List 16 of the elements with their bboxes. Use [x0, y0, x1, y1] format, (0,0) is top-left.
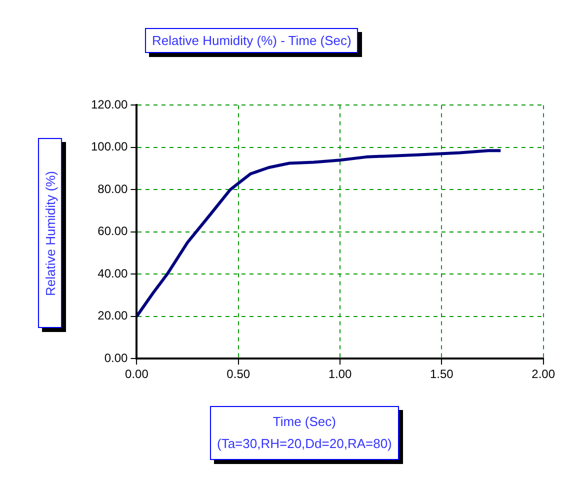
y-axis-title: Relative Humidity (%)	[42, 170, 58, 296]
x-tick-label: 0.50	[226, 367, 250, 382]
y-tick-label: 80.00	[98, 182, 128, 196]
x-tick-label: 2.00	[532, 367, 556, 382]
y-tick-label: 100.00	[91, 140, 128, 154]
x-tick-label: 1.50	[430, 367, 454, 382]
x-tick-label: 1.00	[328, 367, 352, 382]
y-tick-label: 40.00	[98, 266, 128, 280]
text: (Ta=30,RH=20,Dd=20,RA=80)	[217, 435, 392, 453]
chart-title: Relative Humidity (%) - Time (Sec)	[145, 28, 358, 53]
y-tick-label: 60.00	[98, 224, 128, 238]
y-tick-label: 120.00	[91, 98, 128, 112]
y-tick-label: 20.00	[98, 308, 128, 323]
y-tick-label: 0.00	[104, 350, 128, 365]
x-axis-title: Time (Sec)	[272, 413, 337, 431]
x-tick-label: 0.00	[125, 367, 149, 382]
